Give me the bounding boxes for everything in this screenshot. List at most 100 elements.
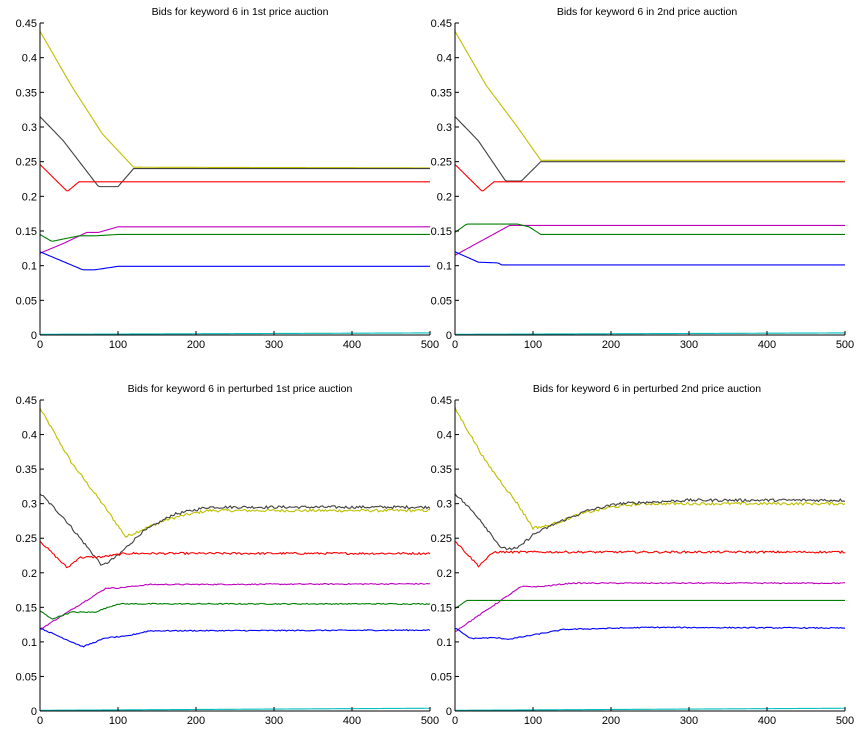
series-line-1 <box>39 407 431 538</box>
panel-1st-price: Bids for keyword 6 in 1st price auction … <box>16 6 440 351</box>
x-tick-label: 100 <box>524 339 542 351</box>
series-line-6 <box>454 626 846 641</box>
panel-2nd-price: Bids for keyword 6 in 2nd price auction … <box>431 6 855 351</box>
series-line-7 <box>454 707 845 711</box>
x-tick-label: 100 <box>524 715 542 727</box>
x-tick-label: 300 <box>680 339 698 351</box>
panel-perturbed-2nd-price: Bids for keyword 6 in perturbed 2nd pric… <box>431 383 855 727</box>
y-tick-label: 0.05 <box>16 295 37 307</box>
y-tick-label: 0.45 <box>16 395 37 407</box>
series-line-7 <box>39 332 431 335</box>
x-tick-label: 300 <box>265 339 283 351</box>
x-tick-label: 0 <box>37 339 43 351</box>
y-tick-label: 0.25 <box>431 533 452 545</box>
y-tick-label: 0.4 <box>437 430 452 442</box>
series-line-3 <box>39 164 430 192</box>
series-line-5 <box>454 599 845 610</box>
y-tick-label: 0.15 <box>431 602 452 614</box>
y-tick-label: 0.3 <box>437 122 452 134</box>
y-tick-label: 0.45 <box>431 395 452 407</box>
y-tick-label: 0.15 <box>431 226 452 238</box>
panel-title: Bids for keyword 6 in 2nd price auction <box>557 6 738 18</box>
series-line-1 <box>39 31 431 169</box>
y-tick-label: 0.25 <box>16 157 37 169</box>
y-tick-label: 0.05 <box>431 295 452 307</box>
panel-title: Bids for keyword 6 in 1st price auction <box>152 6 329 18</box>
y-tick-label: 0.2 <box>22 568 37 580</box>
x-tick-label: 400 <box>343 339 361 351</box>
y-tick-label: 0.3 <box>22 122 37 134</box>
y-tick-label: 0.35 <box>16 87 37 99</box>
y-tick-label: 0.1 <box>22 637 37 649</box>
x-tick-label: 0 <box>452 715 458 727</box>
y-tick-label: 0 <box>446 706 452 718</box>
series-line-4 <box>39 226 430 254</box>
x-tick-label: 0 <box>37 715 43 727</box>
y-tick-label: 0.45 <box>16 18 37 30</box>
series-line-2 <box>39 116 430 188</box>
x-tick-label: 400 <box>758 715 776 727</box>
x-tick-label: 500 <box>836 715 854 727</box>
y-tick-label: 0.2 <box>437 568 452 580</box>
y-tick-label: 0.15 <box>16 226 37 238</box>
x-tick-label: 200 <box>602 715 620 727</box>
y-tick-label: 0.35 <box>16 464 37 476</box>
y-tick-label: 0.1 <box>437 261 452 273</box>
series-line-3 <box>39 540 431 569</box>
x-tick-label: 0 <box>452 339 458 351</box>
x-tick-label: 500 <box>836 339 854 351</box>
series-line-7 <box>454 332 846 335</box>
y-tick-label: 0.3 <box>22 499 37 511</box>
panel-title: Bids for keyword 6 in perturbed 1st pric… <box>128 383 353 395</box>
y-tick-label: 0 <box>31 706 37 718</box>
y-tick-label: 0.05 <box>16 671 37 683</box>
x-tick-label: 200 <box>187 339 205 351</box>
series-line-3 <box>454 164 845 192</box>
series-line-5 <box>39 233 430 242</box>
x-tick-label: 100 <box>109 339 127 351</box>
x-tick-label: 200 <box>187 715 205 727</box>
x-tick-label: 200 <box>602 339 620 351</box>
y-tick-label: 0.35 <box>431 87 452 99</box>
series-line-7 <box>39 707 430 711</box>
series-line-6 <box>454 251 845 266</box>
y-tick-label: 0.4 <box>22 53 37 65</box>
series-line-1 <box>454 406 846 531</box>
series-line-6 <box>39 627 431 648</box>
y-tick-label: 0.15 <box>16 602 37 614</box>
series-line-2 <box>39 493 431 566</box>
y-tick-label: 0.2 <box>437 191 452 203</box>
y-tick-label: 0.35 <box>431 464 452 476</box>
series-line-5 <box>454 223 845 236</box>
y-tick-label: 0.4 <box>437 53 452 65</box>
y-tick-label: 0 <box>446 330 452 342</box>
x-tick-label: 500 <box>421 715 439 727</box>
y-tick-label: 0.1 <box>437 637 452 649</box>
series-line-2 <box>454 116 845 182</box>
series-line-4 <box>454 224 845 256</box>
x-tick-label: 100 <box>109 715 127 727</box>
x-tick-label: 500 <box>421 339 439 351</box>
series-line-5 <box>39 602 431 620</box>
y-tick-label: 0.05 <box>431 671 452 683</box>
y-tick-label: 0.1 <box>22 261 37 273</box>
panel-perturbed-1st-price: Bids for keyword 6 in perturbed 1st pric… <box>16 383 440 727</box>
y-tick-label: 0 <box>31 330 37 342</box>
x-tick-label: 300 <box>265 715 283 727</box>
x-tick-label: 400 <box>343 715 361 727</box>
series-line-4 <box>39 582 431 630</box>
series-line-4 <box>454 581 846 632</box>
y-tick-label: 0.2 <box>22 191 37 203</box>
x-tick-label: 400 <box>758 339 776 351</box>
y-tick-label: 0.25 <box>431 157 452 169</box>
y-tick-label: 0.4 <box>22 430 37 442</box>
series-line-2 <box>454 493 846 551</box>
y-tick-label: 0.3 <box>437 499 452 511</box>
y-tick-label: 0.45 <box>431 18 452 30</box>
panel-title: Bids for keyword 6 in perturbed 2nd pric… <box>533 383 761 395</box>
y-tick-label: 0.25 <box>16 533 37 545</box>
x-tick-label: 300 <box>680 715 698 727</box>
